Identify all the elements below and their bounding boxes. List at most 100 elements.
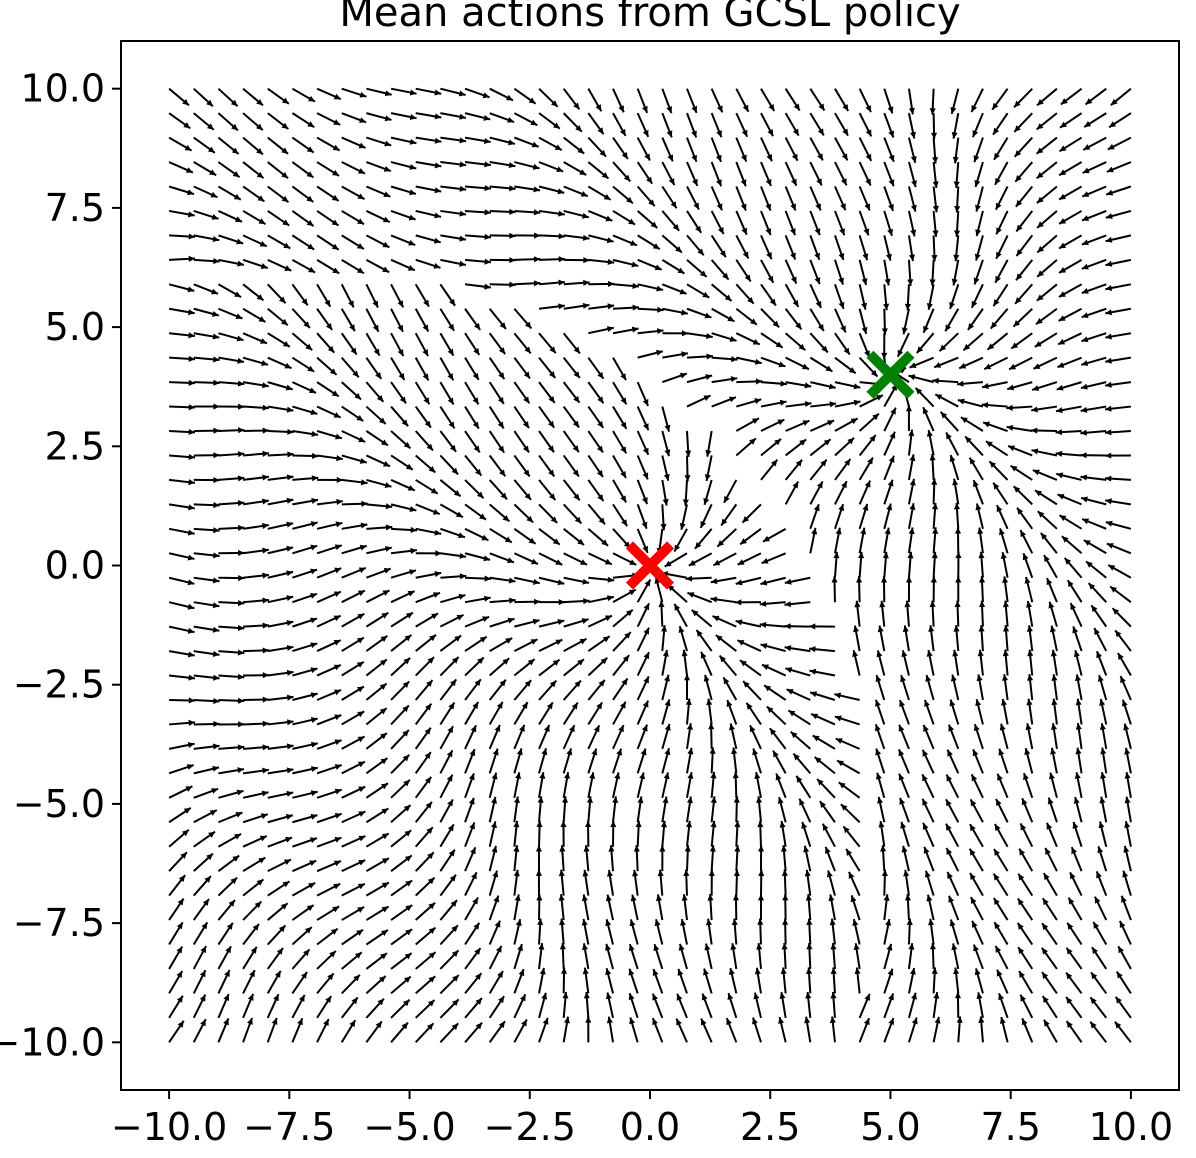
action-arrow bbox=[929, 88, 936, 115]
action-arrow bbox=[637, 210, 658, 229]
action-arrow bbox=[1025, 723, 1034, 750]
action-arrow bbox=[464, 503, 487, 521]
action-arrow bbox=[834, 399, 861, 408]
action-arrow bbox=[834, 692, 860, 701]
action-arrow bbox=[1075, 698, 1083, 725]
action-arrow bbox=[242, 790, 269, 799]
action-arrow bbox=[439, 998, 460, 1019]
action-arrow bbox=[784, 137, 799, 162]
action-arrow bbox=[1016, 507, 1034, 530]
action-arrow bbox=[242, 498, 269, 506]
action-arrow bbox=[538, 256, 566, 263]
action-arrow bbox=[585, 820, 592, 847]
action-arrow bbox=[875, 674, 886, 701]
action-arrow bbox=[686, 88, 698, 114]
action-arrow bbox=[636, 381, 649, 407]
action-arrow bbox=[488, 870, 499, 896]
action-arrow bbox=[907, 186, 917, 212]
action-arrow bbox=[727, 992, 738, 1019]
action-arrow bbox=[931, 502, 939, 529]
action-arrow bbox=[707, 894, 714, 921]
action-arrow bbox=[972, 748, 984, 774]
action-arrow bbox=[677, 968, 688, 994]
action-arrow bbox=[785, 667, 811, 677]
action-arrow bbox=[1057, 332, 1083, 346]
action-arrow bbox=[587, 635, 611, 652]
action-arrow bbox=[898, 773, 910, 799]
action-arrow bbox=[735, 307, 758, 326]
action-arrow bbox=[415, 87, 442, 96]
action-arrow bbox=[710, 820, 717, 847]
action-arrow bbox=[291, 381, 317, 394]
x-tick-label: −5.0 bbox=[363, 1105, 455, 1149]
action-arrow bbox=[1014, 161, 1034, 183]
action-arrow bbox=[883, 527, 891, 554]
action-arrow bbox=[513, 87, 537, 105]
action-arrow bbox=[758, 845, 765, 872]
action-arrow bbox=[292, 497, 319, 506]
action-arrow bbox=[809, 459, 828, 481]
action-arrow bbox=[754, 967, 762, 994]
action-arrow bbox=[341, 760, 366, 775]
action-arrow bbox=[976, 674, 984, 701]
action-arrow bbox=[1058, 161, 1083, 177]
action-arrow bbox=[636, 700, 650, 725]
action-arrow bbox=[390, 952, 413, 970]
action-arrow bbox=[898, 699, 910, 725]
action-arrow bbox=[292, 544, 318, 555]
action-arrow bbox=[992, 873, 1009, 897]
action-arrow bbox=[1009, 464, 1033, 481]
action-arrow bbox=[882, 551, 889, 578]
action-arrow bbox=[267, 283, 287, 304]
action-arrow bbox=[193, 625, 220, 633]
action-arrow bbox=[605, 967, 614, 994]
action-arrow bbox=[513, 357, 531, 380]
action-arrow bbox=[1036, 161, 1058, 180]
action-arrow bbox=[440, 593, 466, 604]
action-arrow bbox=[1000, 552, 1009, 578]
action-arrow bbox=[168, 1020, 185, 1043]
action-arrow bbox=[317, 476, 344, 483]
action-arrow bbox=[735, 137, 748, 162]
action-arrow bbox=[316, 498, 343, 506]
action-arrow bbox=[415, 258, 441, 269]
action-arrow bbox=[562, 430, 580, 453]
action-arrow bbox=[588, 326, 614, 335]
action-arrow bbox=[558, 894, 565, 921]
action-arrow bbox=[1036, 210, 1058, 229]
action-arrow bbox=[562, 112, 583, 133]
action-arrow bbox=[659, 845, 666, 872]
action-arrow bbox=[464, 922, 481, 946]
action-arrow bbox=[1081, 518, 1107, 530]
action-arrow bbox=[931, 235, 938, 262]
action-arrow bbox=[439, 503, 464, 519]
action-arrow bbox=[900, 821, 910, 847]
action-arrow bbox=[1006, 381, 1033, 391]
action-arrow bbox=[414, 703, 433, 726]
action-arrow bbox=[876, 772, 886, 799]
action-arrow bbox=[168, 970, 184, 994]
action-arrow bbox=[651, 1017, 664, 1043]
action-arrow bbox=[291, 234, 315, 251]
action-arrow bbox=[365, 732, 388, 750]
action-arrow bbox=[217, 1017, 230, 1043]
action-arrow bbox=[464, 871, 478, 897]
action-arrow bbox=[267, 902, 289, 921]
action-arrow bbox=[562, 405, 580, 429]
action-arrow bbox=[489, 87, 514, 102]
x-tick-label: −7.5 bbox=[243, 1105, 335, 1149]
action-arrow bbox=[513, 993, 527, 1019]
action-arrow bbox=[858, 112, 873, 137]
action-arrow bbox=[1093, 627, 1108, 652]
action-arrow bbox=[901, 308, 910, 335]
action-arrow bbox=[267, 428, 294, 435]
action-arrow bbox=[953, 502, 961, 529]
action-arrow bbox=[464, 822, 476, 848]
action-arrow bbox=[760, 161, 772, 187]
action-arrow bbox=[883, 431, 896, 456]
action-arrow bbox=[658, 600, 665, 627]
action-arrow bbox=[1080, 356, 1107, 367]
action-arrow bbox=[973, 137, 984, 163]
action-arrow bbox=[798, 798, 812, 823]
action-arrow bbox=[291, 994, 306, 1019]
